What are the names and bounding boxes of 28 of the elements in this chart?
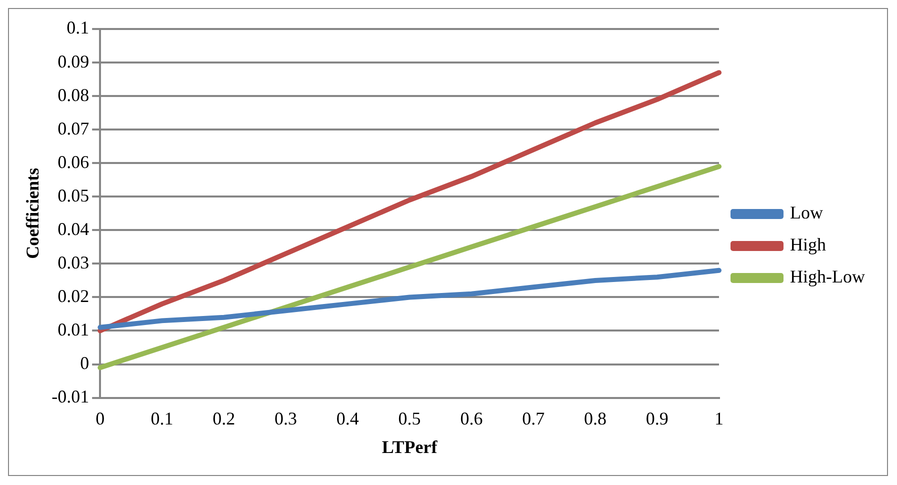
- y-tick-label: 0.07: [58, 118, 90, 138]
- x-tick-label: 0.5: [398, 408, 421, 428]
- y-tick-label: 0.1: [66, 18, 90, 38]
- x-tick-label: 1: [714, 408, 724, 428]
- y-tick-label: 0.02: [58, 286, 90, 306]
- x-tick-label: 0.1: [150, 408, 174, 428]
- x-tick-label: 0.2: [212, 408, 236, 428]
- y-tick-label: 0.09: [58, 51, 90, 72]
- x-tick-label: 0.8: [584, 408, 606, 428]
- x-tick-label: 0.3: [274, 408, 298, 428]
- y-tick-label: 0.04: [58, 218, 90, 239]
- x-axis-title: LTPerf: [382, 436, 438, 457]
- x-tick-label: 0.7: [522, 408, 545, 428]
- y-tick-label: 0.08: [58, 84, 90, 105]
- y-tick-label: 0.01: [58, 319, 90, 340]
- legend-label: High: [790, 234, 826, 255]
- legend-label: High-Low: [790, 266, 866, 287]
- x-tick-label: 0: [96, 408, 105, 428]
- y-tick-label: -0.01: [52, 386, 90, 407]
- x-tick-label: 0.9: [646, 408, 668, 428]
- legend-label: Low: [790, 202, 824, 223]
- x-tick-label: 0.4: [336, 408, 359, 428]
- y-tick-label: 0.05: [58, 185, 90, 206]
- y-tick-label: 0.03: [58, 252, 90, 272]
- y-axis-title: Coefficients: [22, 168, 42, 259]
- y-tick-label: 0: [80, 353, 90, 374]
- x-tick-label: 0.6: [460, 408, 483, 428]
- y-tick-label: 0.06: [58, 152, 90, 172]
